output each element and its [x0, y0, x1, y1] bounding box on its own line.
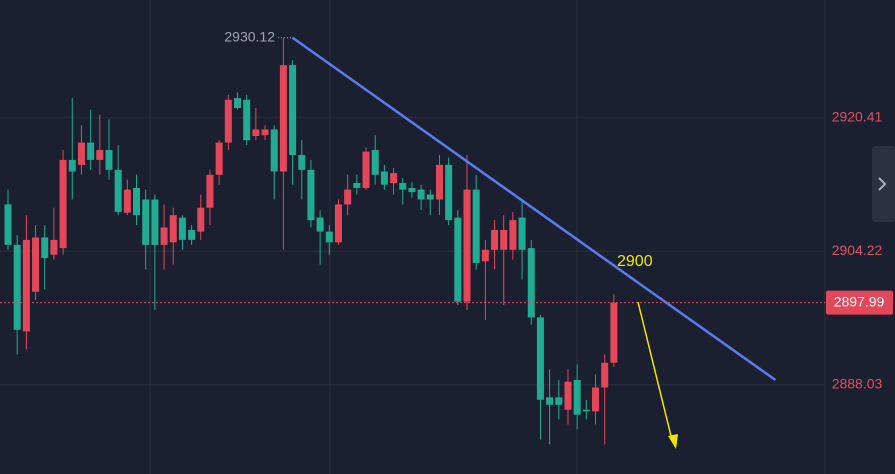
- y-tick-label: 2920.41: [832, 109, 883, 125]
- candle-body: [4, 204, 12, 245]
- candle-body: [573, 380, 581, 415]
- candle-body: [426, 194, 434, 200]
- y-axis: 2920.41 2904.22 2888.03 2897.99: [826, 109, 893, 391]
- candle-body: [32, 237, 40, 292]
- candle-body: [592, 387, 600, 412]
- candle-body: [279, 65, 287, 172]
- candle-body: [564, 381, 572, 410]
- candle-body: [417, 189, 425, 200]
- annotation: 2900: [617, 253, 653, 270]
- candle-body: [463, 189, 471, 302]
- candle-body: [68, 159, 76, 172]
- candle-body: [160, 227, 168, 245]
- candle-body: [307, 169, 315, 221]
- plot: 2930.12: [0, 28, 825, 445]
- candle-body: [151, 199, 159, 245]
- last-price-box: [826, 290, 893, 315]
- candle-body: [133, 187, 141, 216]
- candle-body: [59, 159, 67, 249]
- candle-body: [316, 217, 324, 232]
- candle-body: [353, 183, 361, 188]
- candle-body: [527, 248, 535, 318]
- candle-body: [22, 239, 30, 332]
- candle-body: [371, 150, 379, 175]
- candle-body: [390, 173, 398, 184]
- arrow-head: [668, 434, 678, 449]
- candle-body: [142, 199, 150, 245]
- candle-body: [50, 239, 58, 255]
- candle-body: [169, 215, 177, 243]
- candle-body: [105, 150, 113, 170]
- candle-body: [408, 187, 416, 193]
- y-tick-label: 2888.03: [832, 375, 883, 391]
- candle-body: [234, 98, 241, 108]
- candle-body: [555, 397, 563, 405]
- candle-body: [243, 99, 251, 141]
- candle-body: [289, 65, 297, 155]
- candle-body: [13, 244, 21, 330]
- candle-body: [536, 317, 544, 400]
- candle-body: [178, 217, 186, 240]
- collapse-button[interactable]: [872, 146, 895, 222]
- candle-body: [252, 129, 260, 137]
- candle-body: [261, 129, 269, 136]
- candle-body: [472, 189, 480, 263]
- candle-body: [445, 164, 453, 221]
- candle-body: [114, 169, 122, 212]
- candle-body: [206, 174, 214, 208]
- candle-body: [334, 204, 342, 243]
- candle-body: [500, 229, 508, 250]
- candle-body: [362, 151, 370, 188]
- high-marker-label: 2930.12: [224, 28, 275, 44]
- candle-body: [509, 220, 517, 250]
- candle-body: [325, 231, 333, 243]
- last-price-label: 2897.99: [834, 293, 885, 309]
- candle-body: [491, 229, 499, 250]
- candle-body: [188, 229, 196, 240]
- chevron-icon: [878, 177, 887, 191]
- candle-body: [197, 207, 205, 232]
- vertical-grid: [149, 0, 826, 474]
- trendline: [291, 36, 777, 382]
- candle-body: [610, 302, 618, 363]
- candle-body: [96, 150, 104, 160]
- y-tick-label: 2904.22: [832, 242, 883, 258]
- candle-body: [601, 362, 609, 388]
- candle-body: [454, 217, 462, 302]
- candle-body: [224, 99, 232, 143]
- candle-body: [481, 249, 489, 262]
- arrow-line: [637, 301, 673, 441]
- candle-body: [380, 171, 388, 185]
- grid: [0, 117, 825, 386]
- candle-body: [77, 142, 85, 165]
- candle-body: [123, 189, 131, 213]
- candle-body: [582, 409, 590, 412]
- candle-body: [41, 237, 49, 259]
- candle-body: [298, 154, 306, 170]
- candle-body: [546, 397, 554, 405]
- candle-body: [215, 142, 223, 175]
- candle-body: [518, 217, 526, 250]
- candle-body: [399, 183, 407, 190]
- candle-body: [344, 189, 352, 205]
- candle-body: [270, 129, 278, 172]
- candle-body: [87, 142, 95, 160]
- candle-body: [435, 164, 443, 200]
